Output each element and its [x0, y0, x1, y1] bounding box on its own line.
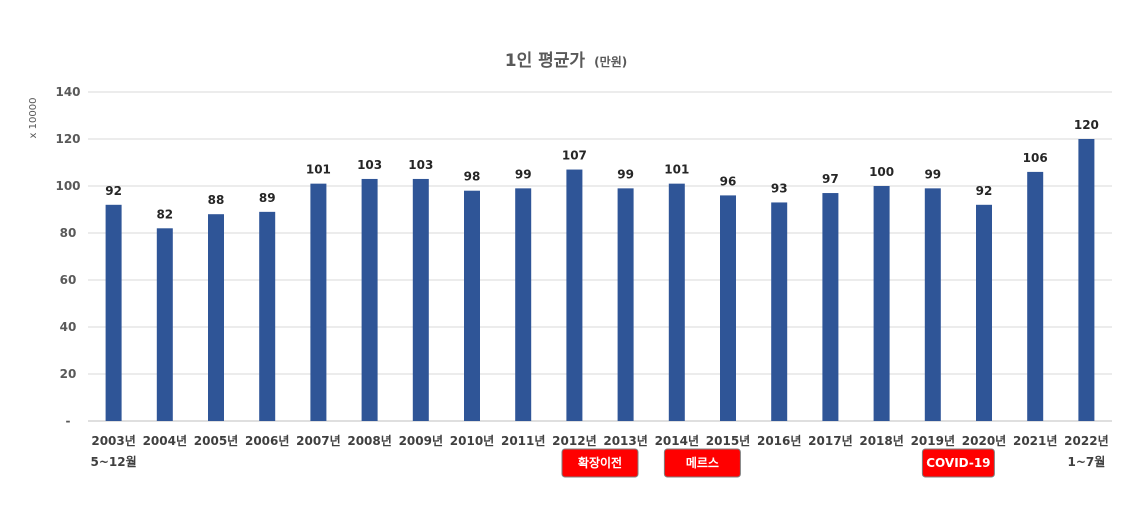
- event-badge-box: [921, 448, 995, 478]
- event-badge-label: 확장이전: [578, 455, 622, 470]
- bar: [873, 186, 890, 421]
- bar: [464, 190, 480, 421]
- bar: [259, 211, 276, 421]
- event-badge: COVID-19: [921, 448, 995, 478]
- event-annotations: 확장이전 메르스 COVID-19: [561, 448, 995, 478]
- data-label: 120: [1074, 118, 1099, 132]
- x-tick-label: 2018년: [859, 434, 903, 448]
- x-tick-label: 2009년: [399, 434, 443, 448]
- bar: [617, 188, 634, 421]
- y-tick-label: 120: [55, 132, 80, 146]
- bar: [566, 169, 583, 421]
- data-label: 98: [464, 170, 481, 184]
- bar: [105, 204, 122, 421]
- data-label: 93: [771, 181, 788, 195]
- event-badge-box: [561, 448, 639, 478]
- x-tick-label: 2004년: [143, 434, 187, 448]
- bar: [1027, 171, 1044, 421]
- bars: [105, 139, 1095, 421]
- data-label: 89: [259, 191, 276, 205]
- y-tick-label: -: [66, 414, 71, 428]
- data-label: 103: [408, 158, 433, 172]
- event-badge: 확장이전: [561, 448, 639, 478]
- data-label: 99: [924, 167, 941, 181]
- x-tick-sublabel: 1~7월: [1068, 454, 1106, 469]
- bar: [156, 228, 173, 421]
- y-tick-label: 140: [55, 85, 80, 99]
- x-tick-label: 2020년: [962, 434, 1006, 448]
- x-tick-label: 2012년: [552, 434, 596, 448]
- x-tick-label: 2019년: [911, 434, 955, 448]
- x-tick-label: 2008년: [347, 434, 391, 448]
- y-tick-label: 80: [60, 226, 77, 240]
- x-tick-label: 2010년: [450, 434, 494, 448]
- x-tick-label: 2003년: [91, 434, 135, 448]
- event-badge: 메르스: [663, 448, 741, 478]
- bar: [668, 183, 685, 421]
- data-label: 99: [617, 167, 634, 181]
- x-tick-label: 2011년: [501, 434, 545, 448]
- data-label: 92: [105, 184, 122, 198]
- event-badge-box: [663, 448, 741, 478]
- chart-title: 1인 평균가 (만원): [505, 51, 627, 71]
- bar: [924, 188, 941, 421]
- y-axis-ticks: - 20 40 60 80 100 120 140: [55, 85, 80, 428]
- data-label: 100: [869, 165, 894, 179]
- event-badge-label: 메르스: [686, 455, 719, 470]
- data-label: 101: [664, 163, 689, 177]
- x-tick-label: 2017년: [808, 434, 852, 448]
- data-label: 103: [357, 158, 382, 172]
- y-axis-unit-label: x 10000: [28, 98, 39, 139]
- x-tick-sublabel: 5~12월: [91, 454, 137, 469]
- x-tick-label: 2021년: [1013, 434, 1057, 448]
- gridlines: [88, 91, 1112, 422]
- data-labels: 92 82 88 89 101 103 103 98 99 107 99 101 96 93 97 100 99…: [105, 118, 1099, 221]
- bar: [515, 188, 532, 421]
- x-tick-label: 2013년: [603, 434, 647, 448]
- x-tick-label: 2022년: [1064, 434, 1108, 448]
- x-tick-label: 2014년: [655, 434, 699, 448]
- y-tick-label: 20: [60, 367, 77, 381]
- data-label: 96: [720, 174, 737, 188]
- data-label: 106: [1023, 151, 1048, 165]
- x-tick-label: 2015년: [706, 434, 750, 448]
- bar: [720, 195, 736, 421]
- bar: [208, 214, 224, 421]
- bar: [361, 178, 378, 421]
- data-label: 101: [306, 163, 331, 177]
- x-axis-ticks: 2003년 5~12월 2004년 2005년 2006년 2007년 2008년 2009년…: [91, 434, 1109, 469]
- y-tick-label: 40: [60, 320, 77, 334]
- y-tick-label: 60: [60, 273, 77, 287]
- data-label: 99: [515, 167, 532, 181]
- data-label: 97: [822, 172, 839, 186]
- bar: [822, 193, 839, 421]
- data-label: 107: [562, 149, 587, 163]
- bar: [976, 204, 992, 421]
- x-tick-label: 2007년: [296, 434, 340, 448]
- chart-title-main: 1인 평균가: [505, 51, 586, 71]
- x-tick-label: 2016년: [757, 434, 801, 448]
- x-tick-label: 2005년: [194, 434, 238, 448]
- bar: [310, 183, 327, 421]
- data-label: 82: [156, 207, 173, 221]
- y-tick-label: 100: [55, 179, 80, 193]
- x-tick-label: 2006년: [245, 434, 289, 448]
- data-label: 88: [208, 193, 225, 207]
- bar: [1078, 139, 1095, 421]
- chart-title-unit: (만원): [594, 54, 627, 69]
- bar: [412, 178, 429, 421]
- bar: [771, 202, 788, 421]
- event-badge-label: COVID-19: [926, 456, 990, 470]
- data-label: 92: [976, 184, 993, 198]
